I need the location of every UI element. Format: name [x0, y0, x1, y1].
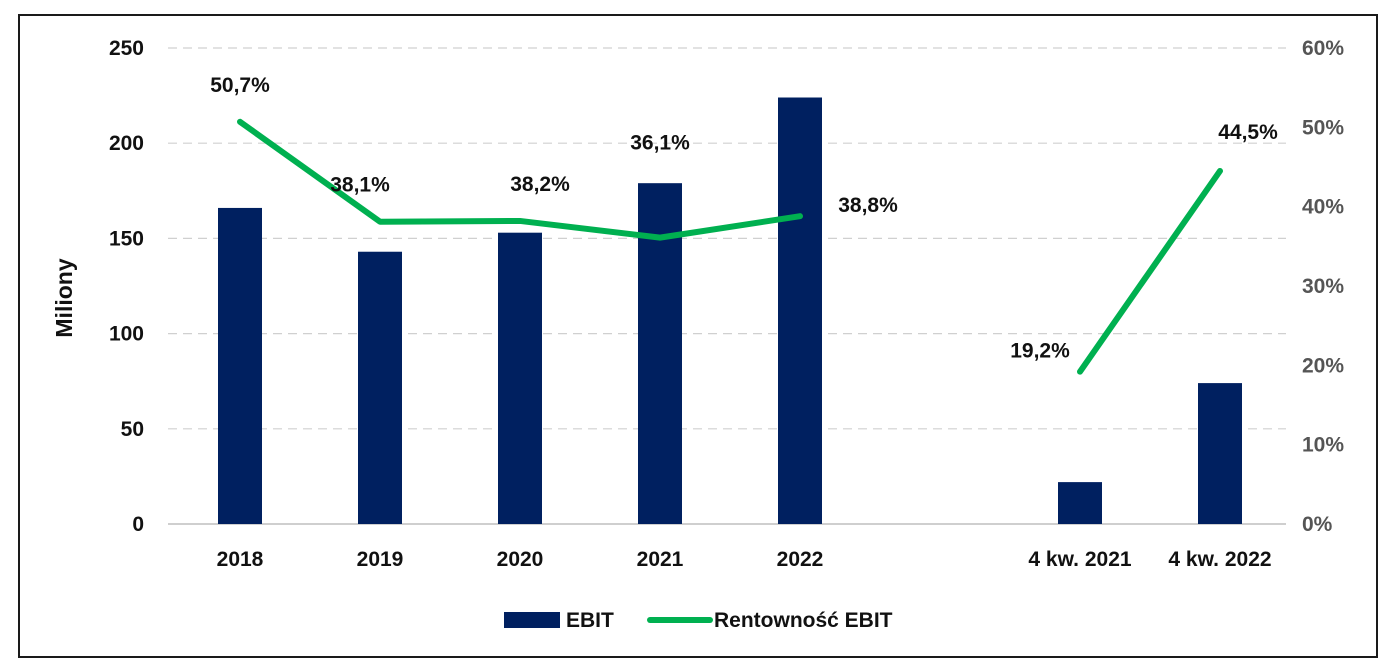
y2-tick-label: 20% — [1302, 354, 1344, 377]
y-tick-label: 150 — [109, 227, 144, 250]
ebit-bars — [218, 97, 1242, 525]
y2-tick-label: 30% — [1302, 275, 1344, 298]
y-axis-title: Miliony — [51, 258, 77, 337]
gridlines — [168, 47, 1286, 525]
data-label-rentownosc: 19,2% — [1010, 340, 1070, 363]
x-tick-label: 2021 — [637, 548, 684, 571]
x-tick-label: 2019 — [357, 548, 404, 571]
right-axis-ticks: 0% 10% 20% 30% 40% 50% 60% — [1302, 37, 1344, 536]
x-axis-ticks: 2018 2019 2020 2021 2022 4 kw. 2021 4 kw. 2022 — [217, 548, 1272, 571]
bar-ebit — [1058, 482, 1102, 524]
y2-tick-label: 0% — [1302, 513, 1333, 536]
bar-ebit — [498, 232, 542, 525]
x-tick-label: 4 kw. 2022 — [1168, 548, 1271, 571]
data-label-rentownosc: 44,5% — [1218, 121, 1278, 144]
y-tick-label: 250 — [109, 37, 144, 60]
bar-ebit — [358, 251, 402, 524]
bar-ebit — [778, 97, 822, 524]
y2-tick-label: 60% — [1302, 37, 1344, 60]
data-label-rentownosc: 38,1% — [330, 174, 390, 197]
left-axis-ticks: 0 50 100 150 200 250 — [109, 37, 144, 536]
y-tick-label: 200 — [109, 132, 144, 155]
line-segment-rentownosc — [237, 118, 803, 241]
y2-tick-label: 10% — [1302, 434, 1344, 457]
data-label-rentownosc: 38,2% — [510, 173, 570, 196]
chart-frame: 50,7% 38,1% 38,2% 36,1% 38,8% 19,2% 44,5% 0 50 1… — [18, 14, 1378, 658]
x-tick-label: 4 kw. 2021 — [1028, 548, 1131, 571]
y-tick-label: 50 — [121, 418, 144, 441]
data-labels: 50,7% 38,1% 38,2% 36,1% 38,8% 19,2% 44,5% — [210, 74, 1278, 363]
x-tick-label: 2020 — [497, 548, 544, 571]
data-label-rentownosc: 38,8% — [838, 194, 898, 217]
x-tick-label: 2018 — [217, 548, 264, 571]
ebit-chart: 50,7% 38,1% 38,2% 36,1% 38,8% 19,2% 44,5% 0 50 1… — [51, 37, 1344, 632]
data-label-rentownosc: 36,1% — [630, 132, 690, 155]
rentownosc-line — [237, 118, 1223, 375]
data-label-rentownosc: 50,7% — [210, 74, 270, 97]
y-tick-label: 0 — [132, 513, 144, 536]
legend-swatch-ebit — [504, 612, 560, 628]
bar-ebit — [218, 207, 262, 524]
x-tick-label: 2022 — [777, 548, 824, 571]
y2-tick-label: 40% — [1302, 196, 1344, 219]
legend: EBIT Rentowność EBIT — [504, 609, 893, 632]
legend-label-ebit: EBIT — [566, 609, 614, 632]
y2-tick-label: 50% — [1302, 116, 1344, 139]
legend-label-rentownosc: Rentowność EBIT — [714, 609, 893, 632]
line-segment-rentownosc — [1077, 167, 1223, 375]
bar-ebit — [1198, 383, 1242, 524]
y-tick-label: 100 — [109, 323, 144, 346]
